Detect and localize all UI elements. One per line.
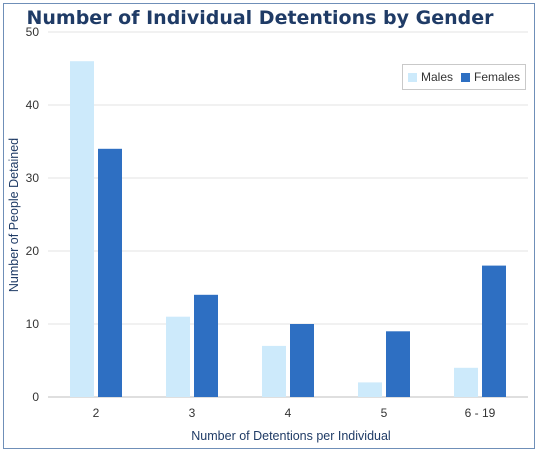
bar-females-2	[194, 294, 218, 397]
y-tick-label: 0	[32, 390, 39, 404]
bar-males-2	[166, 316, 190, 397]
bar-females-3	[290, 324, 314, 397]
y-tick-label: 20	[26, 244, 40, 258]
bar-males-5	[454, 367, 478, 397]
y-axis-title: Number of People Detained	[7, 138, 21, 292]
x-tick-label: 5	[381, 406, 388, 420]
legend-label-females: Females	[474, 70, 521, 84]
bars	[70, 61, 506, 397]
bar-males-1	[70, 61, 94, 397]
legend-item-females: Females	[461, 70, 520, 84]
bar-females-1	[98, 148, 122, 397]
x-tick-label: 6 - 19	[465, 406, 496, 420]
y-tick-labels: 0 10 20 30 40 50	[26, 25, 40, 404]
y-tick-label: 10	[26, 317, 40, 331]
y-tick-label: 30	[26, 171, 40, 185]
x-tick-labels: 2 3 4 5 6 - 19	[93, 406, 496, 420]
legend-swatch-females	[461, 72, 470, 82]
bar-females-4	[386, 331, 410, 397]
x-tick-label: 2	[93, 406, 100, 420]
x-axis-title: Number of Detentions per Individual	[191, 429, 390, 443]
x-tick-label: 4	[285, 406, 292, 420]
y-tick-label: 40	[26, 98, 40, 112]
chart-title: Number of Individual Detentions by Gende…	[26, 7, 494, 29]
legend-label-males: Males	[420, 70, 453, 84]
legend-swatch-males	[407, 72, 417, 82]
x-tick-label: 3	[189, 406, 196, 420]
y-tick-label: 50	[26, 25, 40, 39]
bar-males-3	[262, 345, 286, 397]
legend-item-males: Males	[407, 70, 453, 84]
gridlines	[48, 31, 528, 398]
bar-males-4	[358, 382, 382, 397]
bar-females-5	[482, 265, 506, 397]
legend: Males Females	[402, 64, 526, 90]
